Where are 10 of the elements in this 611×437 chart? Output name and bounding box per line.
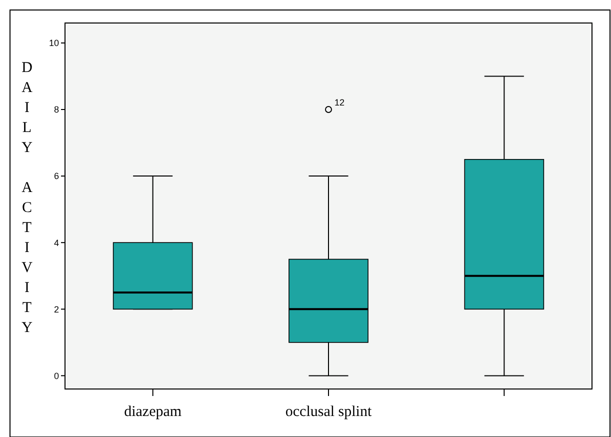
y-tick-label: 6 (54, 171, 59, 182)
x-tick-label: diazepam (124, 404, 182, 420)
annotation: 12 (334, 98, 345, 108)
y-tick-label: 4 (54, 238, 59, 248)
y-tick-label: 8 (54, 104, 59, 115)
x-tick-label: occlusal splint (285, 404, 372, 420)
y-tick-label: 2 (54, 304, 59, 314)
y-tick-label: 10 (48, 38, 59, 48)
text: DAILY ACTIVITY (22, 60, 32, 336)
y-tick-label: 0 (54, 370, 59, 381)
